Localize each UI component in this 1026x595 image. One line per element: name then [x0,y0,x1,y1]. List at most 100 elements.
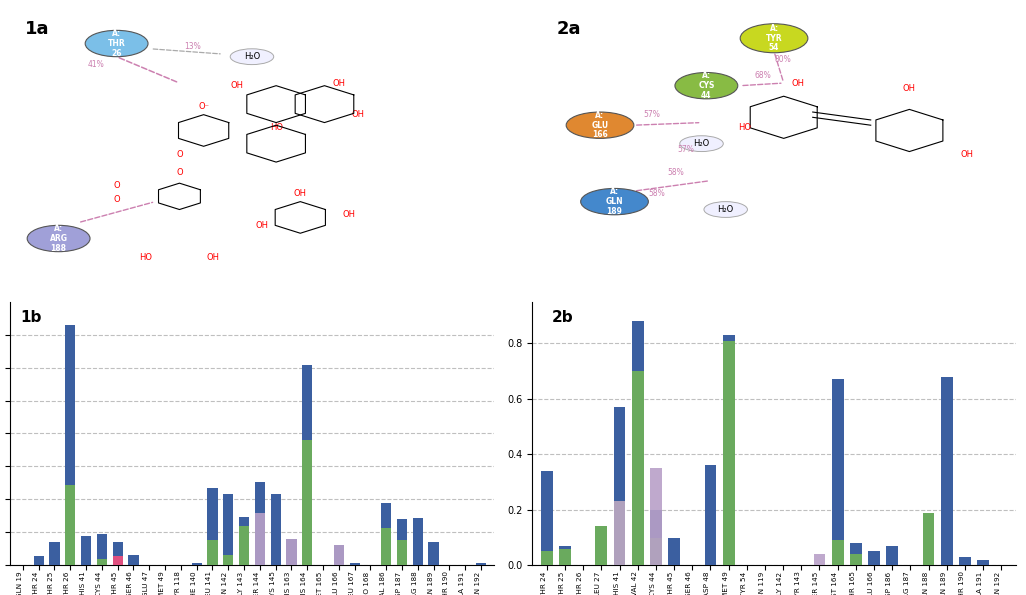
Bar [192,563,202,565]
Text: OH: OH [207,253,220,262]
Text: 13%: 13% [185,42,201,51]
Text: 2a: 2a [556,20,581,38]
Bar [34,556,44,565]
Text: O: O [113,195,120,203]
Text: A:
THR
26: A: THR 26 [108,29,125,58]
Bar [254,482,265,565]
Text: HO: HO [270,124,282,133]
Text: H₂O: H₂O [694,139,710,148]
Bar [668,537,680,565]
Bar [868,552,880,565]
Bar [429,541,439,565]
Bar [650,468,662,565]
Text: OH: OH [352,110,365,120]
Text: OH: OH [293,189,307,198]
Bar [705,465,716,565]
Bar [239,516,249,565]
Bar [614,502,626,565]
Bar [722,340,735,565]
Bar [941,377,952,565]
Bar [632,321,643,565]
Bar [850,543,862,565]
Bar [49,541,60,565]
Ellipse shape [704,202,748,217]
Text: 2b: 2b [552,309,574,325]
Bar [722,335,735,565]
Bar [959,557,971,565]
Text: O⁻: O⁻ [198,102,209,111]
Ellipse shape [680,136,723,152]
Bar [207,540,218,565]
Bar [832,540,843,565]
Bar [650,537,662,565]
Text: A:
GLU
166: A: GLU 166 [591,111,608,139]
Bar [239,526,249,565]
Text: A:
ARG
188: A: ARG 188 [49,224,68,253]
Text: O: O [176,168,183,177]
Bar [632,371,643,565]
Bar [207,487,218,565]
Bar [559,546,570,565]
Bar [350,563,360,565]
Text: H₂O: H₂O [717,205,734,214]
Bar [302,440,312,565]
Bar [223,555,233,565]
Bar [96,534,107,565]
Bar [381,503,391,565]
Text: A:
TYR
54: A: TYR 54 [765,24,783,52]
Bar [66,485,76,565]
Bar [476,563,486,565]
Bar [113,558,123,565]
Text: HO: HO [140,253,152,262]
Text: A:
CYS
44: A: CYS 44 [698,71,714,100]
Ellipse shape [566,112,634,139]
Ellipse shape [740,24,807,53]
Bar [397,540,407,565]
Bar [541,471,553,565]
Bar [850,554,862,565]
Text: O: O [176,150,183,159]
Text: 58%: 58% [648,189,665,198]
Text: HO: HO [739,124,751,133]
Bar [286,539,297,565]
Ellipse shape [27,226,90,252]
Bar [814,554,825,565]
Text: OH: OH [255,221,268,230]
Text: 1a: 1a [25,20,49,38]
Bar [559,549,570,565]
Bar [614,502,626,565]
Ellipse shape [85,30,148,57]
Bar [886,546,898,565]
Bar [223,494,233,565]
Bar [271,494,281,565]
Bar [381,528,391,565]
Bar [81,536,91,565]
Text: OH: OH [961,150,974,159]
Bar [286,539,297,565]
Bar [922,512,935,565]
Text: OH: OH [342,211,355,220]
Bar [66,325,76,565]
Text: OH: OH [903,84,916,93]
Bar [614,407,626,565]
Text: 68%: 68% [755,71,772,80]
Text: OH: OH [332,79,346,87]
Text: 41%: 41% [87,60,105,69]
Bar [302,365,312,565]
Bar [412,518,423,565]
Bar [832,380,843,565]
Bar [650,510,662,565]
Text: 57%: 57% [643,110,661,120]
Text: A:
GLN
189: A: GLN 189 [605,187,624,216]
Bar [397,519,407,565]
Bar [96,559,107,565]
Ellipse shape [581,189,648,215]
Bar [541,552,553,565]
Bar [977,560,989,565]
Bar [113,556,123,565]
Text: 57%: 57% [677,145,695,154]
Bar [113,541,123,565]
Bar [595,527,607,565]
Bar [333,546,344,565]
Bar [128,555,139,565]
